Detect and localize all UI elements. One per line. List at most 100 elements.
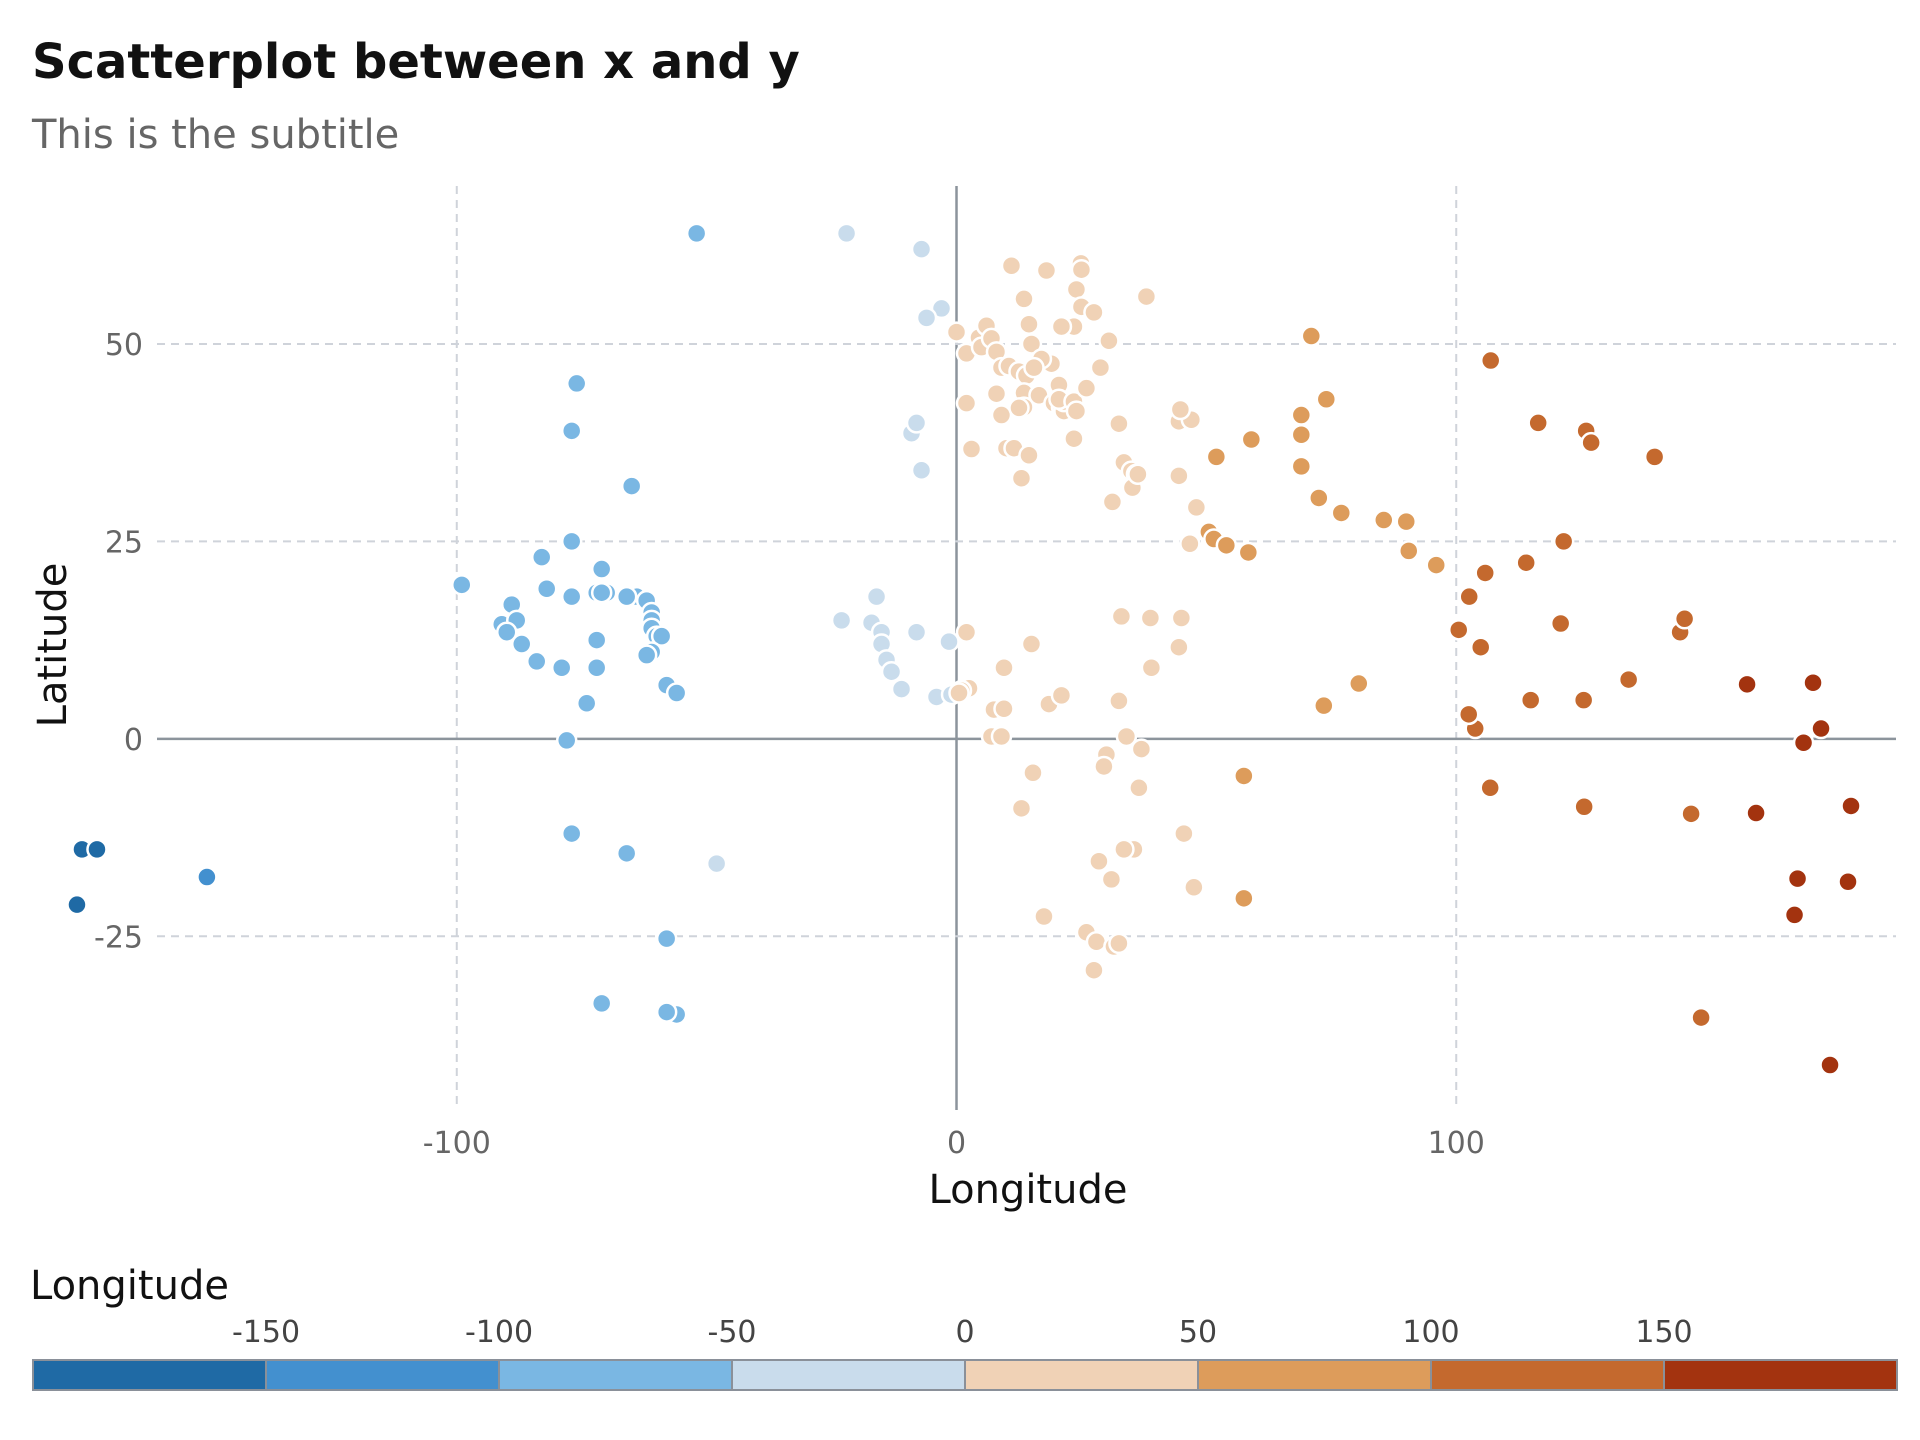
scatter-point (590, 558, 613, 580)
scatter-point (1736, 673, 1758, 696)
scatter-point (835, 222, 858, 245)
scatter-point (1447, 619, 1470, 641)
scatter-point (1000, 255, 1023, 277)
scatter-point (1308, 487, 1330, 509)
scatter-point (1673, 608, 1696, 630)
scatter-point (550, 656, 573, 679)
scatter-point (960, 438, 983, 460)
data-points (66, 222, 1862, 1076)
scatter-point (1089, 356, 1112, 379)
scatter-point (1527, 412, 1549, 434)
scatter-point (1023, 356, 1045, 379)
y-axis-title: Latitude (30, 563, 76, 728)
legend-break-label: -50 (708, 1315, 757, 1350)
scatter-point (1300, 325, 1323, 347)
scatter-point (1130, 738, 1153, 760)
scatter-point (1786, 867, 1809, 890)
scatter-point (685, 222, 708, 245)
scatter-point (1140, 656, 1163, 679)
scatter-point (1179, 533, 1201, 555)
scatter-point (1549, 612, 1572, 635)
scatter-point (990, 725, 1013, 748)
scatter-point (910, 238, 933, 260)
scatter-point (1233, 887, 1255, 910)
scatter-point (1802, 671, 1824, 694)
scatter-point (1643, 446, 1666, 468)
legend-break-label: 50 (1179, 1315, 1217, 1350)
scatter-point (1083, 959, 1105, 981)
scatter-point (1018, 444, 1040, 467)
scatter-point (1215, 534, 1238, 557)
scatter-point (1008, 397, 1030, 419)
scatter-point (635, 644, 658, 666)
scatter-point (1169, 398, 1192, 421)
scatter-point (590, 581, 613, 604)
scatter-point (1398, 540, 1420, 562)
scatter-point (938, 630, 960, 653)
scatter-point (1290, 404, 1313, 426)
x-tick-label: -100 (423, 1126, 491, 1161)
legend-swatch (265, 1359, 500, 1391)
scatter-point (930, 297, 953, 320)
scatter-point (1479, 777, 1501, 799)
scatter-point (1690, 1006, 1712, 1029)
scatter-point (1240, 428, 1263, 451)
scatter-point (955, 621, 978, 643)
scatter-point (945, 321, 968, 343)
y-tick-label: 0 (124, 723, 143, 758)
scatter-point (1783, 904, 1806, 926)
legend-swatch (1663, 1359, 1898, 1391)
scatter-point (1680, 803, 1702, 825)
scatter-point (915, 307, 938, 329)
scatter-point (585, 656, 608, 679)
scatter-point (1010, 467, 1033, 489)
legend-swatch (1430, 1359, 1665, 1391)
scatter-point (1474, 562, 1496, 584)
scatter-point (1101, 491, 1124, 513)
scatter-point (1035, 259, 1058, 282)
scatter-point (1519, 689, 1542, 711)
scatter-point (1290, 455, 1313, 478)
scatter-point (1183, 876, 1205, 899)
chart-title: Scatterplot between x and y (32, 34, 800, 90)
scatter-point (196, 866, 218, 888)
scatter-point (1185, 496, 1208, 519)
scatter-point (1552, 530, 1575, 553)
scatter-point (585, 629, 608, 651)
scatter-point (1135, 285, 1158, 308)
scatter-point (1425, 554, 1447, 576)
scatter-point (1013, 288, 1035, 310)
y-tick-label: -25 (94, 920, 143, 955)
scatter-point (905, 621, 928, 643)
x-axis-title: Longitude (929, 1167, 1128, 1213)
legend-break-label: -150 (232, 1315, 300, 1350)
scatter-point (910, 459, 933, 482)
scatter-point (530, 546, 553, 568)
scatter-point (1108, 412, 1130, 435)
scatter-point (66, 893, 88, 916)
scatter-point (650, 625, 673, 647)
scatter-point (1573, 795, 1595, 818)
scatter-point (880, 660, 903, 683)
scatter-point (1457, 703, 1480, 726)
scatter-point (1139, 607, 1162, 629)
chart-subtitle: This is the subtitle (31, 112, 399, 158)
scatter-point (1233, 765, 1255, 787)
scatter-point (560, 530, 583, 553)
scatter-point (1065, 278, 1088, 301)
scatter-point (1075, 377, 1098, 399)
scatter-point (555, 729, 578, 752)
scatter-point (1065, 400, 1088, 422)
scatter-point (1840, 795, 1862, 817)
scatter-point (1170, 607, 1193, 629)
scatter-point (510, 633, 533, 655)
scatter-point (955, 392, 978, 414)
scatter-point (890, 678, 913, 700)
scatter-point (1290, 424, 1313, 446)
scatter-point (1050, 684, 1073, 707)
scatter-point (560, 822, 583, 845)
scatter-point (1572, 689, 1595, 711)
scatter-point (1237, 541, 1260, 564)
scatter-point (1010, 797, 1033, 820)
